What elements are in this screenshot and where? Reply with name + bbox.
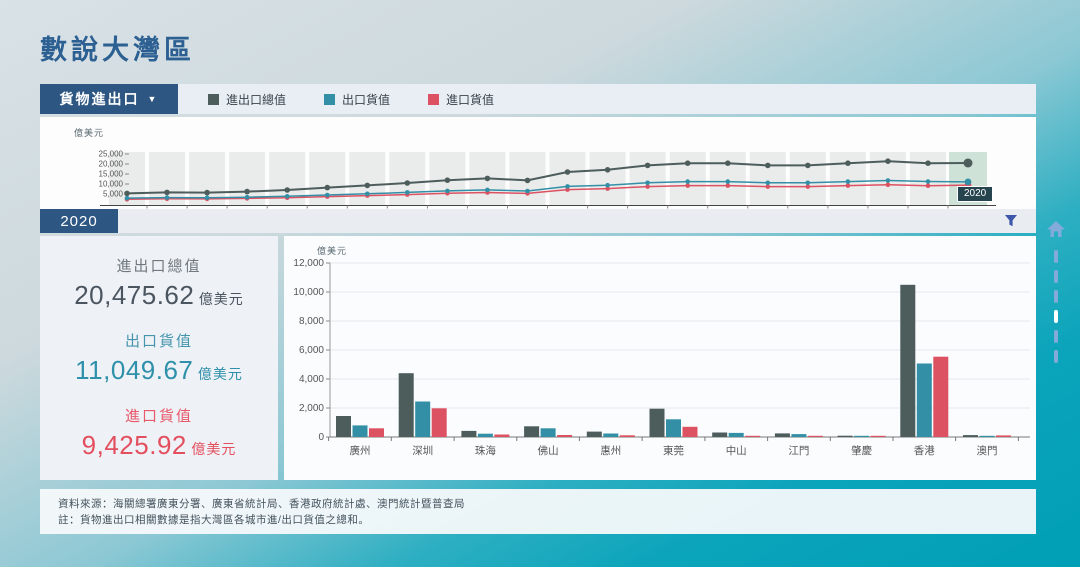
svg-text:15,000: 15,000 (99, 170, 124, 179)
filter-icon[interactable] (1004, 214, 1018, 228)
import-swatch-icon (428, 93, 440, 105)
stat-total-label: 進出口總值 (116, 258, 202, 275)
legend-label: 進出口總值 (226, 92, 287, 107)
legend-item-total[interactable]: 進出口總值 (208, 91, 286, 108)
stat-export-value: 11,049.67 (75, 355, 194, 385)
svg-text:20,000: 20,000 (99, 160, 124, 169)
svg-text:東莞: 東莞 (663, 444, 684, 457)
pager-dash-4[interactable] (1054, 310, 1058, 323)
legend-item-export[interactable]: 出口貨值 (324, 91, 390, 108)
svg-text:香港: 香港 (914, 445, 935, 457)
svg-text:深圳: 深圳 (412, 445, 433, 457)
stat-import-unit: 億美元 (191, 441, 237, 457)
timeline-unit-label: 億美元 (74, 128, 105, 138)
pager-dash-2[interactable] (1054, 270, 1058, 283)
data-source-text: 資料來源：海關總署廣東分署、廣東省統計局、香港政府統計處、澳門統計暨普查局 (58, 498, 465, 510)
pager-dash-list (1054, 243, 1058, 363)
svg-text:10,000: 10,000 (293, 287, 324, 298)
city-barchart-card: 億美元 0 2,000 4,000 6,000 8,000 10,000 12,000 廣州 深… (284, 236, 1036, 480)
selected-year-badge[interactable]: 2020 (40, 209, 118, 233)
note-text: 註：貨物進出口相關數據是指大灣區各城市進/出口貨值之總和。 (58, 514, 370, 526)
export-swatch-icon (324, 93, 336, 105)
svg-text:佛山: 佛山 (538, 444, 559, 457)
svg-text:肇慶: 肇慶 (851, 444, 872, 457)
svg-text:8,000: 8,000 (299, 316, 324, 327)
legend-label: 進口貨值 (446, 92, 495, 107)
home-icon[interactable] (1047, 221, 1065, 237)
barchart-unit-label: 億美元 (317, 246, 348, 256)
legend-item-import[interactable]: 進口貨值 (428, 91, 494, 108)
pager-dash-3[interactable] (1054, 290, 1058, 303)
svg-text:江門: 江門 (788, 445, 809, 457)
svg-text:6,000: 6,000 (299, 345, 324, 356)
page-title: 數說大灣區 (40, 35, 195, 65)
city-barchart[interactable]: 0 2,000 4,000 6,000 8,000 10,000 12,000 廣州 深圳 珠海 佛… (284, 236, 1036, 480)
legend-bar: 進出口總值 出口貨值 進口貨值 (178, 84, 1036, 114)
total-swatch-icon (208, 93, 219, 105)
stat-export: 出口貨值 11,049.67 億美元 (75, 330, 243, 386)
stat-export-label: 出口貨值 (124, 333, 193, 350)
svg-text:4,000: 4,000 (299, 374, 324, 385)
stat-total: 進出口總值 20,475.62 億美元 (74, 255, 244, 311)
chevron-down-icon: ▼ (147, 94, 159, 104)
toolbar: 貨物進出口 ▼ 進出口總值 出口貨值 進口貨值 (40, 84, 1036, 114)
pager-dash-5[interactable] (1054, 330, 1058, 343)
svg-text:珠海: 珠海 (475, 444, 496, 457)
stat-import-value: 9,425.92 (81, 430, 187, 460)
timeline-chart-card: 億美元 5,000 10,000 15,000 20,000 25,000 2020 (40, 117, 1036, 210)
pager-dash-1[interactable] (1054, 250, 1058, 263)
svg-text:25,000: 25,000 (99, 150, 124, 159)
topic-dropdown[interactable]: 貨物進出口 ▼ (40, 84, 178, 114)
topic-dropdown-label: 貨物進出口 (59, 91, 140, 107)
svg-text:12,000: 12,000 (293, 258, 324, 269)
svg-text:中山: 中山 (726, 444, 747, 457)
year-tooltip: 2020 (957, 186, 994, 202)
svg-text:澳門: 澳門 (977, 444, 998, 457)
stat-import: 進口貨值 9,425.92 億美元 (82, 405, 237, 461)
svg-text:廣州: 廣州 (350, 444, 371, 457)
legend-label: 出口貨值 (342, 92, 391, 107)
svg-text:0: 0 (318, 432, 324, 443)
stat-import-label: 進口貨值 (124, 408, 193, 425)
stat-export-unit: 億美元 (197, 366, 243, 382)
svg-text:2,000: 2,000 (299, 403, 324, 414)
footer: 資料來源：海關總署廣東分署、廣東省統計局、香港政府統計處、澳門統計暨普查局 註：… (40, 489, 1036, 534)
svg-text:10,000: 10,000 (99, 180, 124, 189)
year-filter-row: 2020 (40, 209, 1036, 233)
svg-text:5,000: 5,000 (103, 190, 124, 199)
page-navigator (1044, 221, 1068, 363)
stat-total-value: 20,475.62 (74, 280, 195, 310)
stat-total-unit: 億美元 (198, 291, 244, 307)
svg-text:惠州: 惠州 (600, 444, 621, 457)
pager-dash-6[interactable] (1054, 350, 1058, 363)
stats-panel: 進出口總值 20,475.62 億美元 出口貨值 11,049.67 億美元 進… (40, 236, 278, 480)
